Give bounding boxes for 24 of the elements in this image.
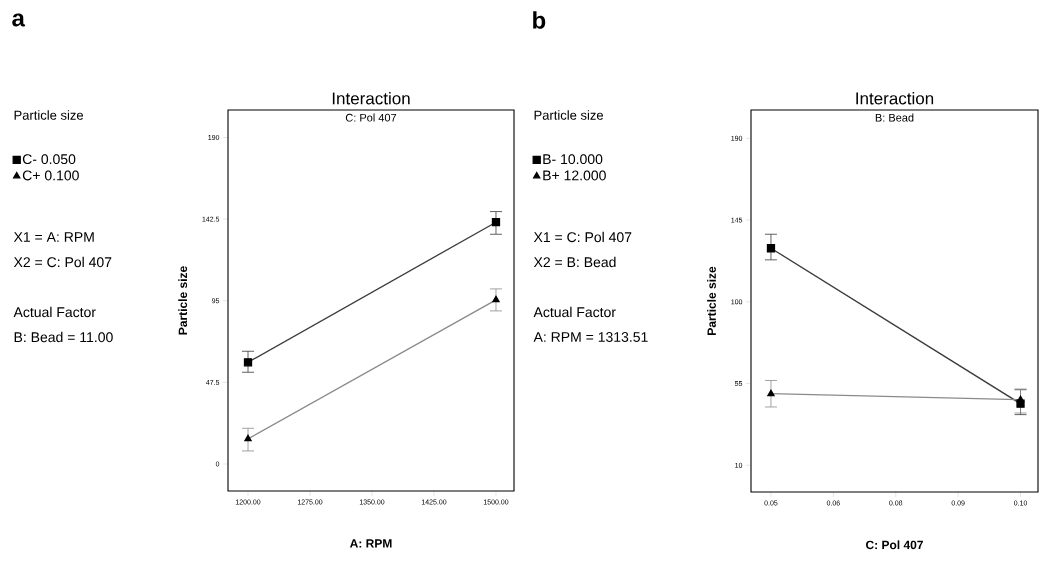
text: A: RPM = 1313.51: [533, 332, 648, 342]
y-axis-title: Particle size: [707, 266, 716, 335]
legend-title: Particle size: [534, 110, 604, 120]
text: B: Bead = 11.00: [14, 331, 113, 343]
chart-title: Interaction: [332, 91, 410, 105]
legend-label: B- 10.000: [543, 154, 603, 165]
text: Actual Factor: [13, 306, 96, 318]
chart-subtitle: C: Pol 407: [345, 113, 397, 122]
x-axis-title: C: Pol 407: [865, 540, 923, 550]
text: X1 = C: Pol 407: [533, 231, 632, 243]
text: Actual Factor: [533, 306, 616, 318]
chart-title: Interaction: [856, 91, 934, 105]
text: a: [12, 13, 26, 27]
legend-label: C+ 0.100: [22, 170, 79, 181]
text: X2 = B: Bead: [533, 256, 616, 268]
text: X2 = C: Pol 407: [13, 256, 112, 268]
legend-label: C- 0.050: [22, 154, 76, 165]
text: b: [533, 11, 546, 29]
legend-label: B+ 12.000: [543, 170, 606, 181]
chart-subtitle: B: Bead: [875, 113, 914, 122]
text: X1 = A: RPM: [13, 232, 94, 242]
y-axis-title: Particle size: [178, 266, 188, 335]
legend-title: Particle size: [14, 110, 84, 120]
x-axis-title: A: RPM: [349, 539, 392, 548]
